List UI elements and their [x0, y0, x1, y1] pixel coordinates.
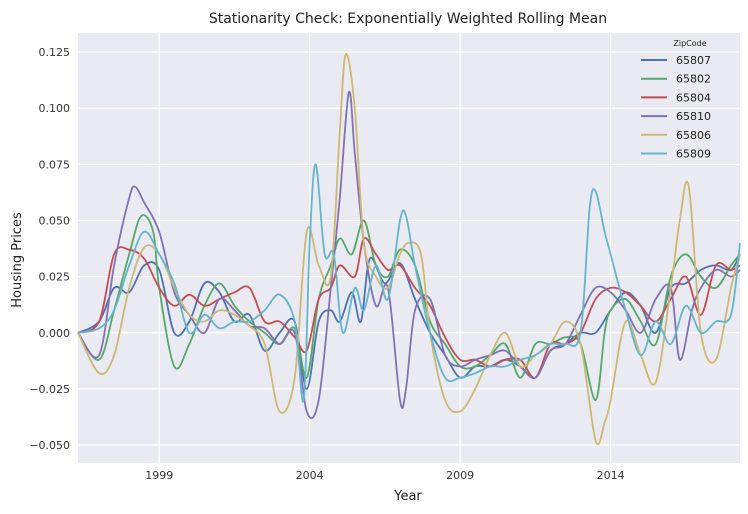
legend: ZipCode 65807 65802 65804 65810 65806 65809 [641, 39, 711, 161]
series-line-65810 [77, 90, 741, 420]
legend-title: ZipCode [673, 39, 706, 48]
x-tick-label: 2009 [446, 469, 474, 482]
legend-label-65806: 65806 [676, 129, 711, 142]
legend-label-65802: 65802 [676, 73, 711, 86]
y-axis-ticks: −0.050 −0.025 0.000 0.025 0.050 0.075 0.100 0.1… [29, 46, 70, 452]
x-axis-ticks: 1999 2004 2009 2014 [145, 469, 624, 482]
y-tick-label: 0.100 [39, 102, 71, 115]
x-tick-label: 1999 [145, 469, 173, 482]
x-tick-label: 2014 [597, 469, 625, 482]
series-line-65807 [77, 253, 741, 390]
series-line-65802 [77, 214, 741, 402]
legend-label-65807: 65807 [676, 54, 711, 67]
series-line-65804 [77, 236, 741, 379]
y-tick-label: 0.025 [39, 271, 71, 284]
plot-area [78, 33, 740, 463]
legend-label-65810: 65810 [676, 110, 711, 123]
legend-label-65809: 65809 [676, 148, 711, 161]
y-axis-label: Housing Prices [10, 212, 25, 308]
x-tick-label: 2004 [296, 469, 324, 482]
legend-label-65804: 65804 [676, 91, 711, 104]
series-line-65809 [77, 163, 741, 403]
y-tick-label: 0.125 [39, 46, 71, 59]
y-tick-label: −0.025 [29, 383, 70, 396]
x-axis-label: Year [393, 489, 422, 504]
chart-title: Stationarity Check: Exponentially Weight… [209, 11, 607, 27]
y-tick-label: 0.050 [39, 214, 71, 227]
y-tick-label: 0.075 [39, 158, 71, 171]
series-group [77, 53, 741, 446]
y-tick-label: −0.050 [29, 439, 70, 452]
y-tick-label: 0.000 [39, 327, 71, 340]
